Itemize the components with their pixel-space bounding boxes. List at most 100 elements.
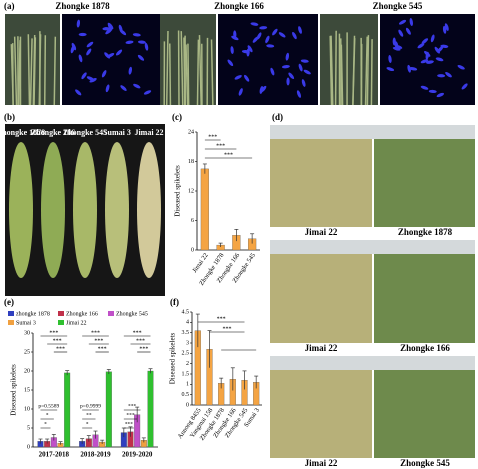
legend-label: zhongke 1878: [16, 311, 50, 317]
field-name: Zhongke 1878: [398, 227, 453, 237]
chromosome: [105, 28, 112, 35]
chromosome: [104, 52, 111, 59]
field-zhongke: [374, 254, 475, 343]
stem: [366, 35, 370, 106]
plant-photo: [320, 14, 378, 105]
chromosome: [241, 50, 250, 54]
error-bar: [86, 435, 91, 442]
chromosome: [394, 44, 403, 49]
spike: [9, 142, 33, 278]
chromosome: [300, 59, 309, 63]
stem: [27, 34, 31, 106]
field-name: Zhongke 545: [400, 458, 450, 468]
error-bar: [230, 367, 235, 391]
chromosome: [78, 32, 87, 37]
bar: [105, 371, 112, 448]
error-bar: [148, 368, 153, 374]
y-tick-label: 1.5: [182, 371, 190, 377]
y-tick-label: 6: [191, 218, 194, 224]
y-tick-label: 2: [186, 361, 189, 367]
field-zhongke: [374, 139, 475, 227]
field-sky: [270, 356, 475, 370]
chromosome: [252, 36, 259, 43]
error-bar: [202, 163, 207, 174]
chromosome: [107, 23, 113, 31]
chromosome: [398, 19, 407, 25]
stem: [43, 35, 47, 106]
stem: [53, 36, 57, 106]
chromosome: [128, 66, 133, 75]
chromosome: [405, 27, 411, 35]
sig-label: *: [46, 412, 49, 418]
error-bar: [218, 242, 223, 248]
stem: [370, 39, 373, 106]
panel-title: Zhongke 545: [373, 1, 423, 11]
stem: [210, 39, 214, 106]
panel-label: (f): [170, 297, 179, 307]
error-bar: [38, 438, 43, 444]
spike-name: Zhongke 166: [31, 128, 75, 137]
y-tick-label: 25: [24, 349, 30, 355]
sig-label: ***: [224, 152, 233, 158]
chromosome: [230, 46, 234, 55]
chromosome: [270, 67, 275, 76]
chromosome: [407, 64, 411, 73]
chromosome: [420, 85, 429, 90]
chromosome: [286, 77, 290, 86]
bar: [64, 372, 71, 448]
chromosome: [409, 18, 413, 26]
chromosome: [86, 41, 94, 48]
chromosome: [437, 74, 446, 78]
spike: [105, 142, 129, 278]
spike-name: Jimai 22: [134, 128, 163, 137]
y-tick-label: 24: [188, 129, 194, 135]
chromosome: [78, 54, 83, 63]
sig-label: ***: [217, 316, 226, 322]
error-bar: [80, 438, 85, 444]
chromosome: [86, 48, 92, 56]
chromosome: [120, 85, 127, 91]
sig-label: *: [86, 421, 89, 427]
error-bar: [219, 377, 224, 389]
chromosome: [440, 44, 449, 48]
stem: [198, 35, 202, 106]
chromosome: [115, 49, 123, 56]
field-jimai: [270, 370, 372, 458]
field-name: Jimai 22: [305, 227, 338, 237]
chromosome: [457, 65, 465, 70]
y-tick-label: 4: [186, 320, 189, 326]
chromosome: [292, 31, 297, 40]
legend-swatch: [108, 311, 114, 316]
error-bar: [195, 313, 200, 348]
sig-label: ***: [125, 421, 134, 427]
legend-swatch: [8, 320, 14, 325]
chromosome: [281, 65, 290, 69]
chromosome: [70, 45, 75, 54]
error-bar: [242, 370, 247, 390]
y-axis-label: Diseased spikelets: [169, 332, 177, 384]
stem: [169, 43, 172, 106]
y-tick-label: 4.5: [182, 309, 190, 315]
stem: [183, 37, 186, 106]
chromosome: [125, 40, 134, 44]
error-bar: [58, 441, 63, 445]
chromosome: [81, 72, 87, 80]
y-tick-label: 20: [24, 368, 30, 374]
error-bar: [106, 369, 111, 375]
sig-label: ***: [133, 330, 142, 336]
panel-title: Zhongke 1878: [55, 1, 110, 11]
chromosome: [133, 83, 141, 89]
field-name: Jimai 22: [305, 458, 338, 468]
y-tick-label: 2.5: [182, 351, 190, 357]
chromosome: [296, 90, 302, 98]
error-bar: [93, 430, 98, 439]
chromosome: [285, 52, 290, 61]
legend-swatch: [58, 311, 64, 316]
sig-label: ***: [216, 143, 225, 149]
y-tick-label: 0.5: [182, 392, 190, 398]
chromosome: [144, 42, 149, 51]
sig-label: ***: [53, 338, 62, 344]
field-sky: [270, 240, 475, 254]
legend-swatch: [58, 320, 64, 325]
